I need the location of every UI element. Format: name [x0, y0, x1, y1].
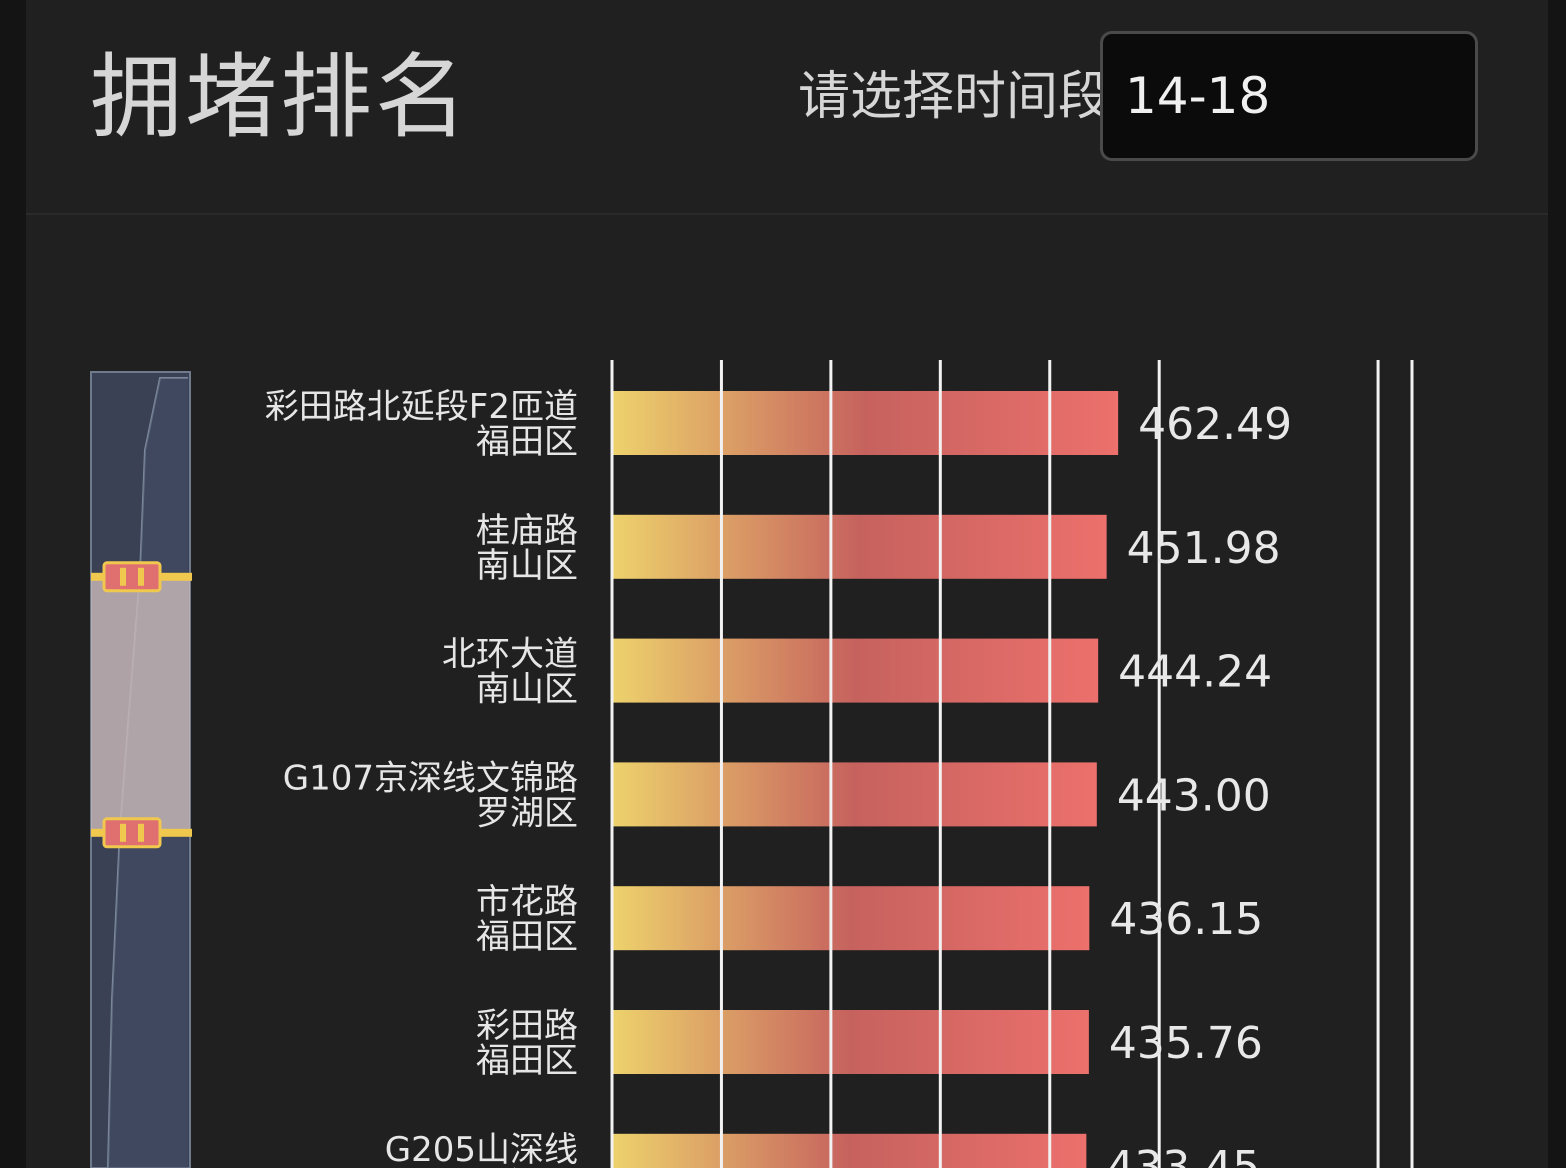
- bar[interactable]: [612, 514, 1107, 579]
- category-label-road: 彩田路: [476, 1006, 578, 1046]
- bars-group: [612, 391, 1119, 1168]
- zoom-handle-bottom[interactable]: [91, 817, 192, 849]
- value-label: 435.76: [1109, 1018, 1263, 1069]
- congestion-panel: 拥堵排名 请选择时间段: [26, 0, 1548, 1168]
- value-label: 433.45: [1106, 1142, 1260, 1168]
- category-label-district: 福田区: [476, 917, 578, 957]
- value-label: 444.24: [1118, 647, 1272, 698]
- category-label-district: 福田区: [476, 1041, 578, 1081]
- panel-header: 拥堵排名 请选择时间段: [26, 0, 1548, 215]
- value-label: 443.00: [1117, 770, 1271, 821]
- bar[interactable]: [612, 1133, 1087, 1168]
- bar[interactable]: [612, 886, 1090, 951]
- bar[interactable]: [612, 638, 1099, 703]
- category-label-road: 彩田路北延段F2匝道: [265, 387, 578, 427]
- grid-lines: [610, 360, 1414, 1168]
- category-labels: 彩田路北延段F2匝道福田区桂庙路南山区北环大道南山区G107京深线文锦路罗湖区市…: [265, 387, 578, 1168]
- category-label-district: 罗湖区: [476, 1165, 578, 1168]
- value-label: 436.15: [1109, 894, 1263, 945]
- zoom-handle-top[interactable]: [91, 561, 192, 593]
- bar[interactable]: [612, 1010, 1089, 1074]
- plot-area: 彩田路北延段F2匝道福田区桂庙路南山区北环大道南山区G107京深线文锦路罗湖区市…: [265, 360, 1414, 1168]
- category-label-road: 桂庙路: [476, 511, 578, 551]
- bar[interactable]: [612, 762, 1097, 827]
- category-label-district: 南山区: [476, 670, 578, 710]
- time-range-label: 请选择时间段: [797, 67, 1110, 127]
- category-label-road: 市花路: [476, 882, 578, 922]
- page-title: 拥堵排名: [90, 44, 471, 151]
- data-zoom-slider[interactable]: [90, 371, 192, 1168]
- zoom-window[interactable]: [91, 576, 190, 833]
- category-label-road: 北环大道: [442, 635, 578, 675]
- value-labels: 462.49 451.98 444.24 443.00 436.15 435.76 433.…: [1106, 399, 1292, 1168]
- category-label-road: G107京深线文锦路: [283, 758, 578, 798]
- category-label-road: G205山深线: [385, 1130, 578, 1168]
- time-range-input[interactable]: [1100, 31, 1478, 161]
- bar[interactable]: [612, 391, 1119, 455]
- value-label: 462.49: [1138, 399, 1292, 450]
- category-label-district: 南山区: [476, 546, 578, 586]
- category-label-district: 罗湖区: [476, 793, 578, 833]
- value-label: 451.98: [1127, 523, 1281, 574]
- category-label-district: 福田区: [476, 422, 578, 462]
